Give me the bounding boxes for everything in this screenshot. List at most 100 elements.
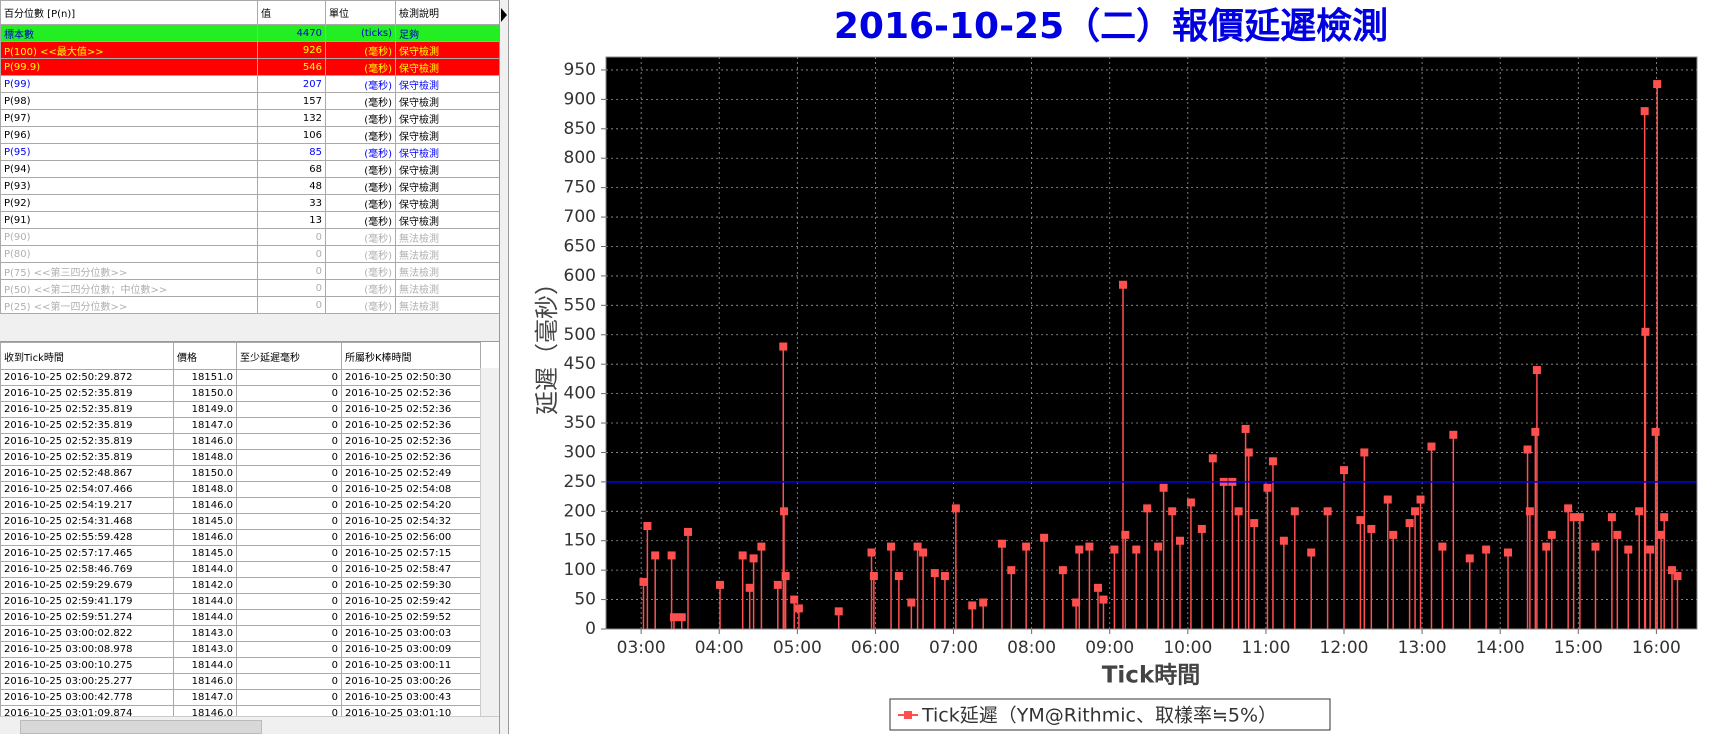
point-marker (1085, 542, 1094, 551)
point-marker (794, 604, 803, 613)
table-row: 2016-10-25 02:52:35.819 18148.0 0 2016-10-2… (0, 449, 481, 466)
table-cell: (毫秒) (325, 262, 396, 280)
table-cell: 0 (236, 369, 342, 386)
y-tick-label: 400 (564, 384, 596, 404)
y-tick-label: 450 (564, 354, 596, 374)
table-row: 2016-10-25 02:52:35.819 18149.0 0 2016-10-2… (0, 401, 481, 418)
y-tick-label: 600 (564, 266, 596, 286)
tick-table-panel: 收到Tick時間 價格 至少延遲毫秒 所屬秒K棒時間 2016-10-25 02:50:… (0, 341, 499, 734)
point-marker (781, 572, 790, 581)
point-marker (919, 548, 928, 557)
table-cell: 18143.0 (173, 625, 237, 642)
splitter[interactable] (500, 0, 509, 734)
table-cell: 2016-10-25 03:00:03 (341, 625, 481, 642)
table-cell: (毫秒) (325, 245, 396, 263)
point-marker (780, 507, 789, 516)
table-row: P(50) <<第二四分位數；中位數>> 0 (毫秒) 無法檢測 (0, 279, 499, 297)
table-row: P(91) 13 (毫秒) 保守檢測 (0, 211, 499, 229)
point-marker (684, 527, 693, 536)
point-marker (1673, 572, 1682, 581)
point-marker (1176, 536, 1185, 545)
y-axis-label: 延遲（毫秒） (533, 271, 561, 415)
table-cell: 18147.0 (173, 689, 237, 706)
point-marker (1575, 513, 1584, 522)
point-marker (1542, 542, 1551, 551)
table-row: 2016-10-25 02:54:31.468 18145.0 0 2016-10-2… (0, 513, 481, 530)
point-marker (1168, 507, 1177, 516)
point-marker (834, 607, 843, 616)
x-tick-label: 03:00 (617, 638, 666, 658)
table-cell: 無法檢測 (395, 228, 499, 246)
table-cell: 0 (257, 228, 326, 246)
point-marker (1449, 430, 1458, 439)
table-cell: (毫秒) (325, 279, 396, 297)
table-cell: 18145.0 (173, 545, 237, 562)
legend-label: Tick延遲（YM@Rithmic、取樣率≒5%） (921, 705, 1277, 727)
point-marker (894, 572, 903, 581)
point-marker (1290, 507, 1299, 516)
table-cell: (毫秒) (325, 126, 396, 144)
chart-title: 2016-10-25（二）報價延遲檢測 (834, 5, 1388, 47)
point-marker (1186, 498, 1195, 507)
table-cell: 0 (236, 481, 342, 498)
table-cell: 0 (236, 625, 342, 642)
horizontal-scrollbar[interactable] (0, 716, 499, 734)
table-cell: 68 (257, 160, 326, 178)
point-marker (1624, 545, 1633, 554)
point-marker (1482, 545, 1491, 554)
table-cell: 2016-10-25 02:59:30 (341, 577, 481, 594)
y-tick-label: 650 (564, 236, 596, 256)
table-cell: 0 (236, 465, 342, 482)
table-cell: 0 (236, 417, 342, 434)
point-marker (1660, 513, 1669, 522)
point-marker (1072, 598, 1081, 607)
table-cell: 48 (257, 177, 326, 195)
table-cell: P(99.9) (0, 58, 258, 76)
table-cell: 2016-10-25 02:59:41.179 (0, 593, 174, 610)
point-marker (779, 342, 788, 351)
table-cell: 0 (257, 296, 326, 314)
point-marker (913, 542, 922, 551)
table-cell: 0 (236, 433, 342, 450)
table-row: P(94) 68 (毫秒) 保守檢測 (0, 160, 499, 178)
point-marker (1668, 566, 1677, 575)
table-row: P(99.9) 546 (毫秒) 保守檢測 (0, 58, 499, 76)
point-marker (1416, 495, 1425, 504)
point-marker (643, 522, 652, 531)
table-cell: 0 (236, 609, 342, 626)
x-tick-label: 06:00 (851, 638, 900, 658)
vertical-scrollbar[interactable] (480, 368, 499, 717)
y-tick-label: 550 (564, 295, 596, 315)
table-cell: 2016-10-25 02:52:35.819 (0, 449, 174, 466)
table-cell: 保守檢測 (395, 143, 499, 161)
scroll-thumb[interactable] (20, 720, 262, 734)
point-marker (997, 539, 1006, 548)
splitter-arrow (501, 8, 507, 22)
table-cell: 2016-10-25 02:50:29.872 (0, 369, 174, 386)
point-marker (1641, 327, 1650, 336)
legend-box (889, 698, 1331, 731)
point-marker (1234, 507, 1243, 516)
point-marker (669, 613, 678, 622)
y-tick-label: 500 (564, 325, 596, 345)
point-marker (1531, 427, 1540, 436)
table-cell: 2016-10-25 02:50:30 (341, 369, 481, 386)
point-marker (1504, 548, 1513, 557)
table-cell: (毫秒) (325, 296, 396, 314)
point-marker (1154, 542, 1163, 551)
table-cell: 2016-10-25 03:00:11 (341, 657, 481, 674)
point-marker (1569, 513, 1578, 522)
table-cell: 保守檢測 (395, 177, 499, 195)
table-cell: (毫秒) (325, 75, 396, 93)
chart: 2016-10-25（二）報價延遲檢測 延遲（毫秒） Tick時間 0 50 100… (533, 5, 1698, 731)
table-cell: 2016-10-25 02:52:36 (341, 385, 481, 402)
table-cell: 2016-10-25 03:00:02.822 (0, 625, 174, 642)
point-marker (907, 598, 916, 607)
table-cell: P(99) (0, 75, 258, 93)
table-row: 2016-10-25 02:58:46.769 18144.0 0 2016-10-2… (0, 561, 481, 578)
table-cell: 無法檢測 (395, 279, 499, 297)
point-marker (1646, 545, 1655, 554)
point-marker (1613, 530, 1622, 539)
table-cell: 2016-10-25 02:59:51.274 (0, 609, 174, 626)
table-cell: 2016-10-25 03:00:10.275 (0, 657, 174, 674)
